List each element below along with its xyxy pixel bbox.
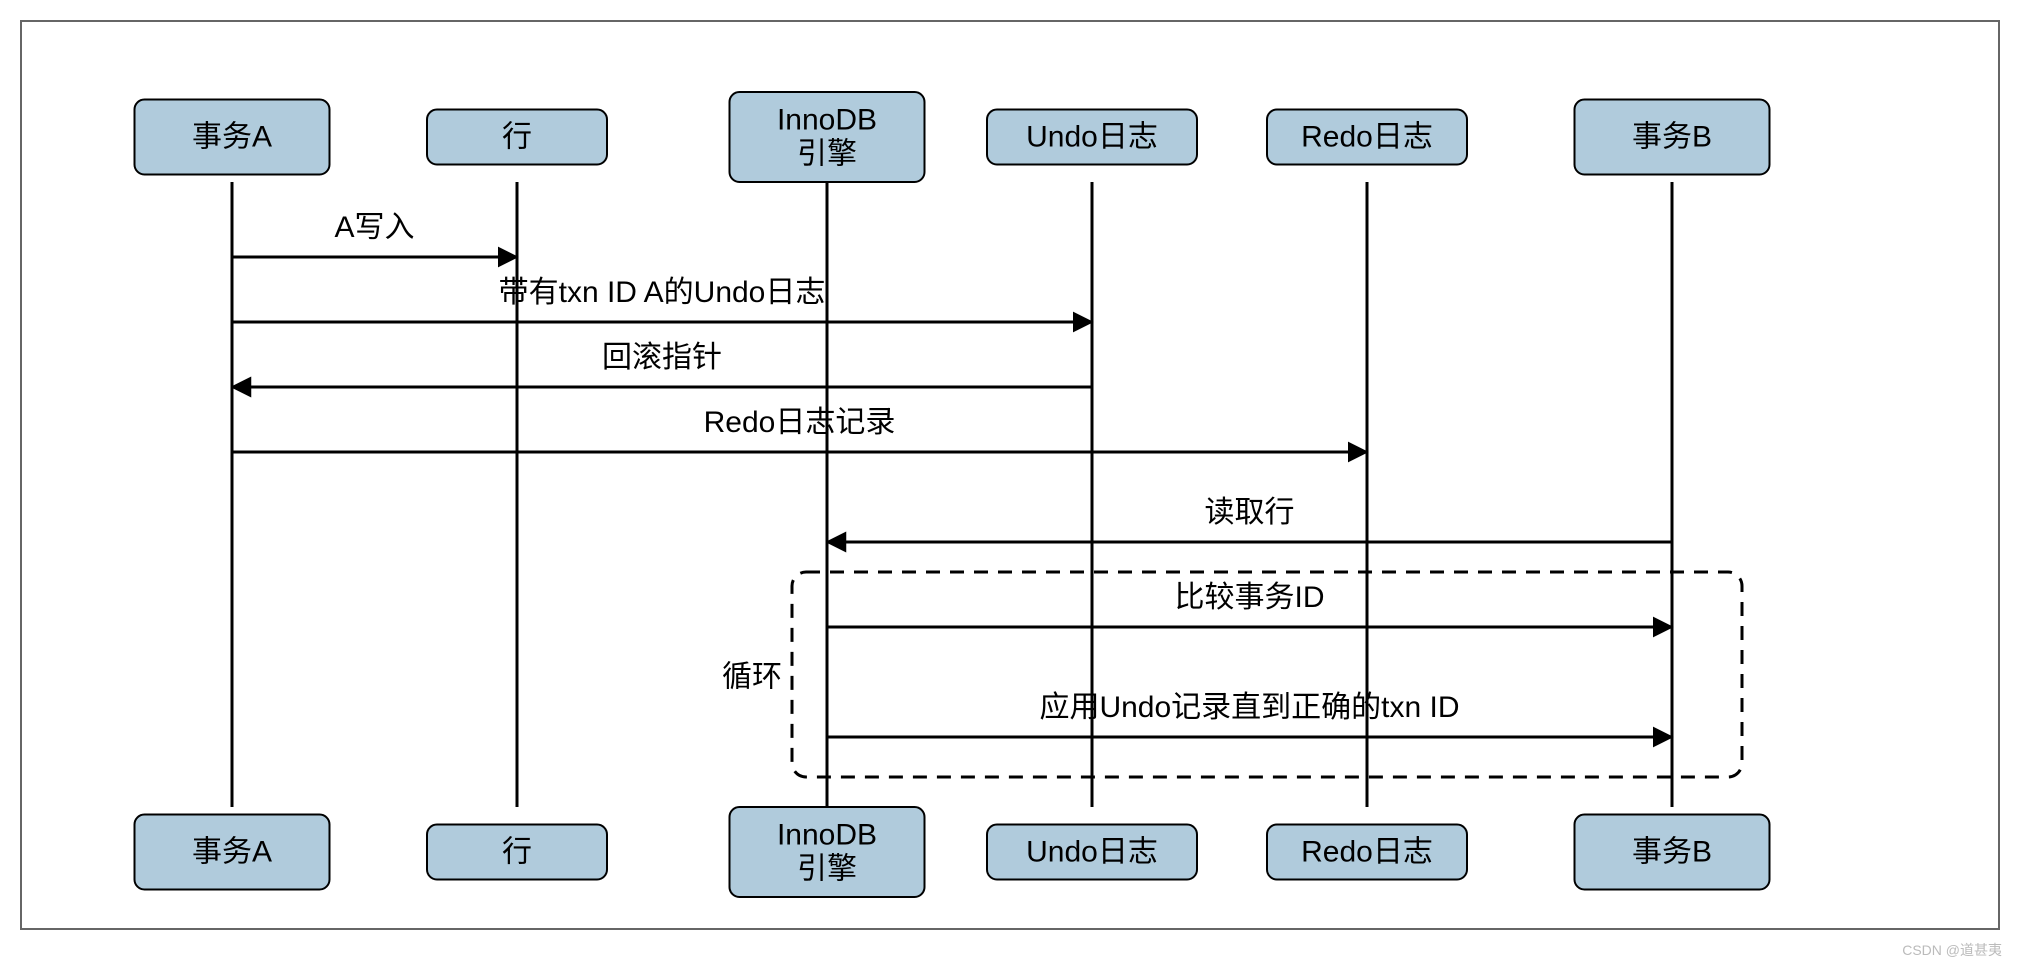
participant-label-row-bottom: 行 (502, 836, 532, 869)
participant-label-innodb-top: InnoDB (777, 104, 877, 137)
message-label-6: 应用Undo记录直到正确的txn ID (1039, 691, 1459, 724)
message-label-0: A写入 (334, 211, 414, 244)
participant-label-redo-bottom: Redo日志 (1301, 836, 1433, 869)
participant-label-txnA-bottom: 事务A (192, 836, 272, 869)
participant-label-innodb-top: 引擎 (797, 138, 857, 171)
participant-label-innodb-bottom: 引擎 (797, 853, 857, 886)
participant-label-undo-top: Undo日志 (1026, 121, 1158, 154)
participant-label-txnA-top: 事务A (192, 121, 272, 154)
message-label-2: 回滚指针 (602, 341, 722, 374)
sequence-diagram: 循环 A写入带有txn ID A的Undo日志回滚指针 Redo日志记录读取行比较事… (22, 22, 2002, 932)
loop-label: 循环 (722, 661, 782, 694)
message-label-1: 带有txn ID A的Undo日志 (499, 276, 826, 309)
message-label-4: 读取行 (1205, 496, 1295, 529)
message-label-3: Redo日志记录 (704, 406, 896, 439)
participant-label-redo-top: Redo日志 (1301, 121, 1433, 154)
participant-label-txnB-bottom: 事务B (1632, 836, 1712, 869)
participant-label-innodb-bottom: InnoDB (777, 819, 877, 852)
watermark: CSDN @道甚夷 (1902, 940, 2002, 960)
diagram-frame: 循环 A写入带有txn ID A的Undo日志回滚指针 Redo日志记录读取行比较事… (20, 20, 2000, 930)
participant-label-txnB-top: 事务B (1632, 121, 1712, 154)
participant-label-row-top: 行 (502, 121, 532, 154)
message-label-5: 比较事务ID (1175, 581, 1325, 614)
participant-label-undo-bottom: Undo日志 (1026, 836, 1158, 869)
